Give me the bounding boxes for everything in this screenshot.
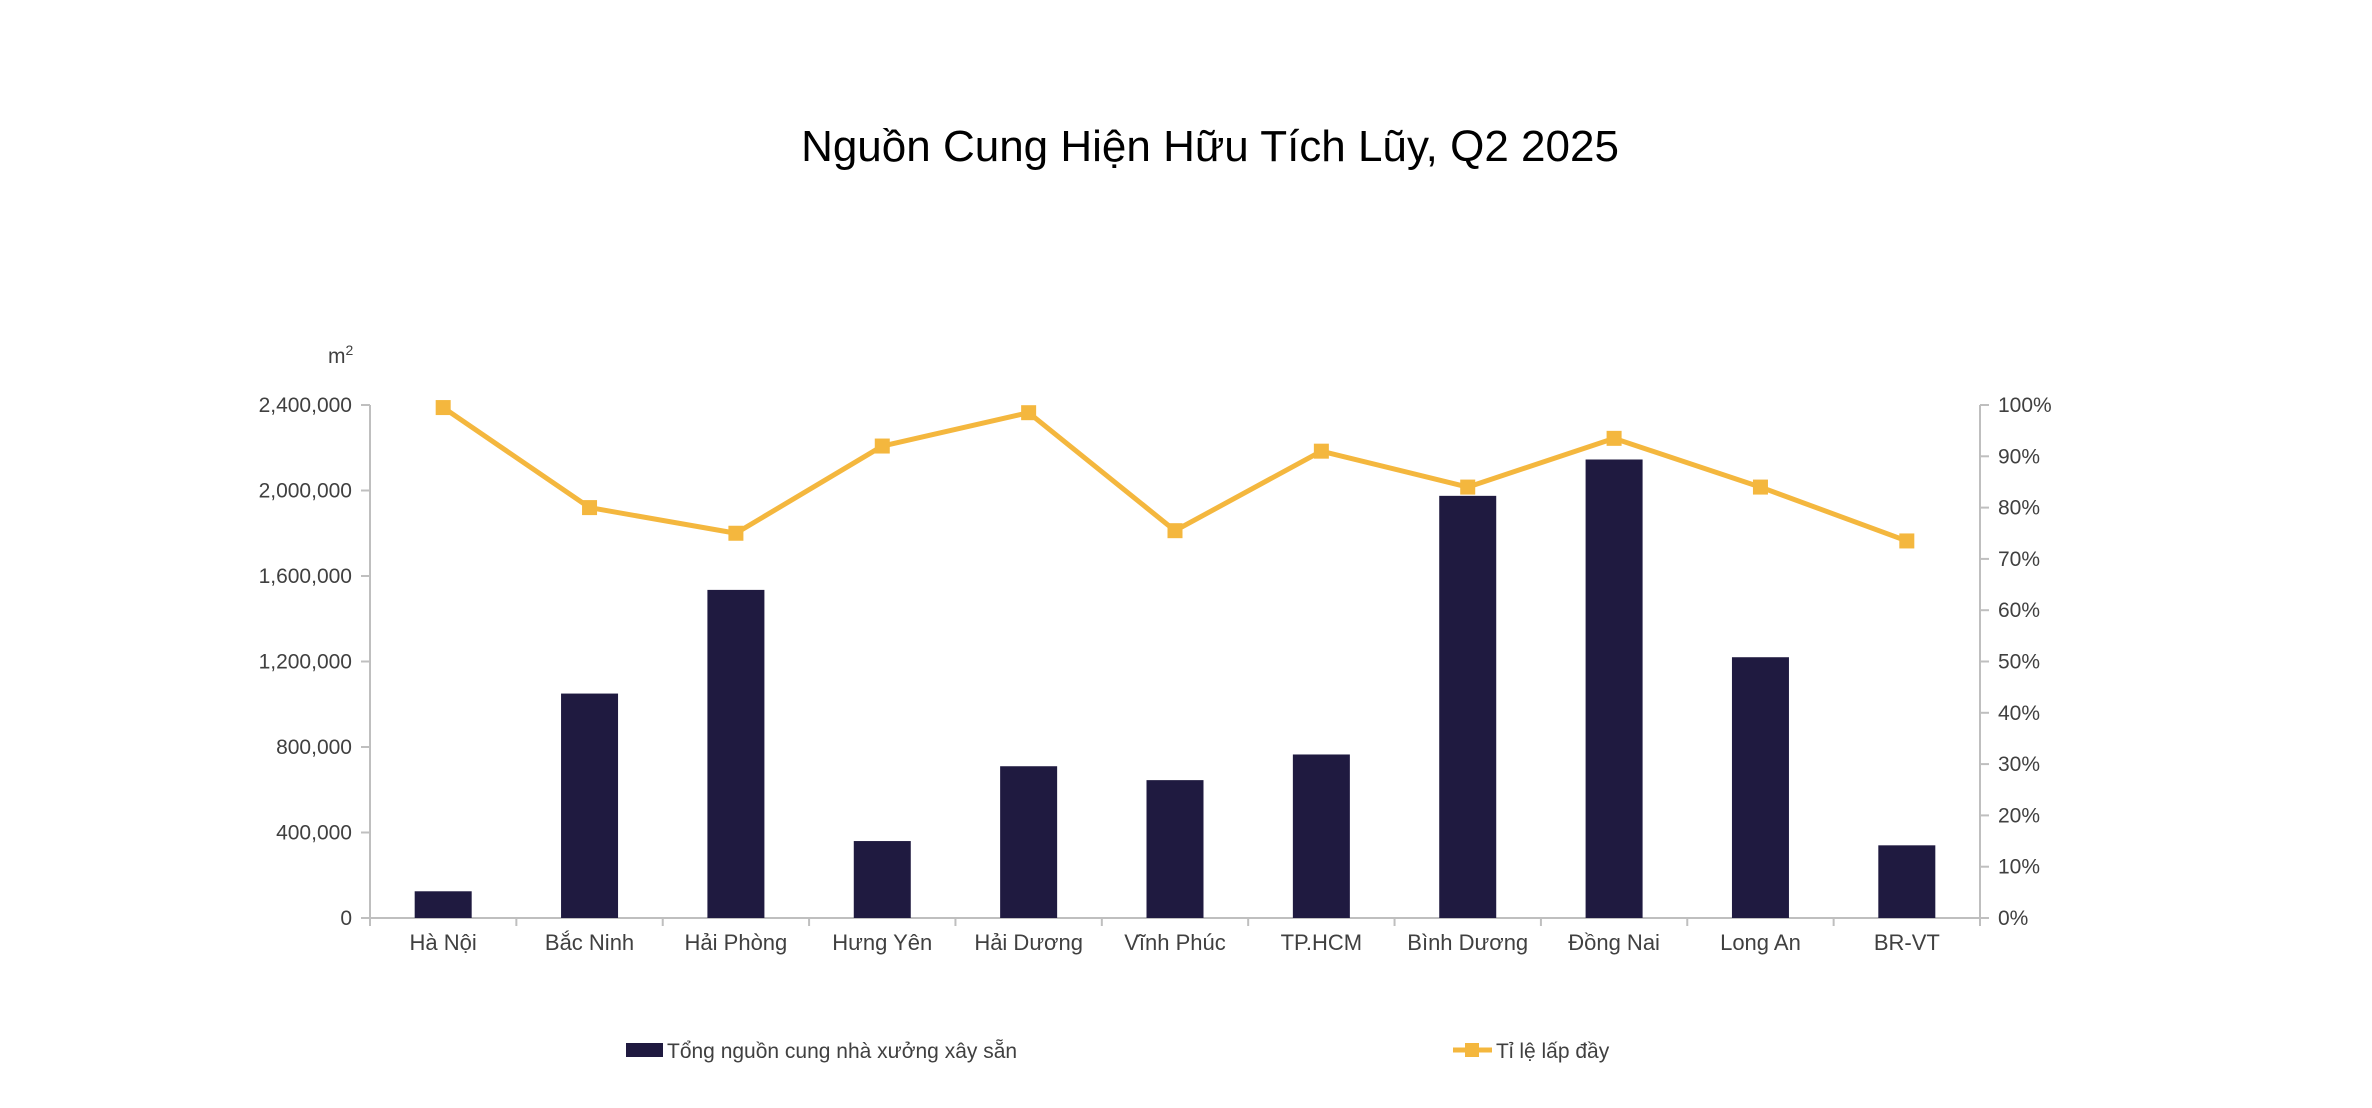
line-series (435, 400, 1915, 549)
x-axis-category-label: Hải Dương (974, 930, 1083, 955)
left-axis-tick-label: 800,000 (276, 736, 352, 759)
line-marker (874, 438, 890, 454)
line-marker (1021, 405, 1037, 421)
legend-bar-label: Tổng nguồn cung nhà xưởng xây sẵn (667, 1040, 1017, 1063)
right-axis-tick-label: 30% (1998, 753, 2040, 776)
bar (1731, 657, 1789, 918)
line-marker (1899, 533, 1915, 549)
x-axis-category-label: Hà Nội (410, 930, 477, 955)
bar (1585, 459, 1643, 918)
bar-series (414, 459, 1936, 918)
line-marker (728, 525, 744, 541)
bar (1439, 495, 1497, 918)
right-axis-tick-label: 20% (1998, 804, 2040, 827)
x-axis-category-label: Đồng Nai (1568, 930, 1660, 955)
line-marker (582, 500, 598, 516)
right-axis-tick-label: 100% (1998, 394, 2052, 417)
line-marker (1752, 479, 1768, 495)
right-axis-tick-label: 50% (1998, 651, 2040, 674)
x-axis-category-label: Hải Phòng (685, 930, 788, 955)
legend-line-marker (1465, 1043, 1479, 1057)
x-axis-category-label: Hưng Yên (832, 930, 932, 955)
right-axis-tick-label: 70% (1998, 548, 2040, 571)
bar (853, 841, 911, 918)
legend: Tổng nguồn cung nhà xưởng xây sẵn Tỉ lệ l… (626, 1040, 1610, 1063)
legend-bar-swatch (626, 1043, 663, 1057)
right-axis-tick-label: 80% (1998, 497, 2040, 520)
left-axis-tick-label: 1,600,000 (259, 565, 352, 588)
right-axis-tick-label: 90% (1998, 445, 2040, 468)
right-axis-tick-label: 40% (1998, 702, 2040, 725)
bar (561, 693, 619, 918)
line-marker (1313, 443, 1329, 459)
legend-line-label: Tỉ lệ lấp đầy (1496, 1040, 1610, 1063)
x-axis-category-label: Vĩnh Phúc (1124, 930, 1226, 955)
left-y-axis: 0 400,000 800,000 1,200,000 1,600,000 2,000,0… (259, 394, 371, 930)
right-axis-tick-label: 60% (1998, 599, 2040, 622)
y-unit-label: m2 (328, 342, 354, 368)
right-axis-tick-label: 0% (1998, 907, 2028, 930)
line-marker (1460, 479, 1476, 495)
bar (1000, 766, 1058, 918)
x-axis-category-label: Bắc Ninh (545, 930, 634, 955)
left-axis-tick-label: 2,400,000 (259, 394, 352, 417)
bar (1878, 845, 1936, 918)
x-axis-category-label: BR-VT (1874, 930, 1940, 955)
x-axis-category-label: Bình Dương (1407, 930, 1528, 955)
line-marker (1167, 523, 1183, 539)
x-axis: Hà Nội Bắc Ninh Hải Phòng Hưng Yên Hải Dương… (369, 917, 1981, 955)
right-axis-tick-label: 10% (1998, 856, 2040, 879)
y-unit-label-superscript: 2 (346, 342, 354, 358)
left-axis-tick-label: 400,000 (276, 822, 352, 845)
left-axis-tick-label: 0 (340, 907, 352, 930)
chart-title: Nguồn Cung Hiện Hữu Tích Lũy, Q2 2025 (801, 122, 1619, 171)
right-y-axis: 0% 10% 20% 30% 40% 50% 60% 70% 80% 90% 100% (1979, 394, 2052, 930)
line-marker (1606, 430, 1622, 446)
left-axis-tick-label: 2,000,000 (259, 480, 352, 503)
occupancy-line (441, 405, 1908, 544)
y-unit-label-base: m (328, 345, 346, 368)
x-axis-category-label: Long An (1720, 930, 1801, 955)
bar (1146, 780, 1204, 918)
bar (1292, 754, 1350, 918)
x-axis-category-label: TP.HCM (1281, 930, 1363, 955)
bar (707, 589, 765, 918)
bar (414, 891, 472, 918)
svg-text:m2: m2 (328, 342, 354, 368)
left-axis-tick-label: 1,200,000 (259, 651, 352, 674)
line-marker (435, 400, 451, 416)
